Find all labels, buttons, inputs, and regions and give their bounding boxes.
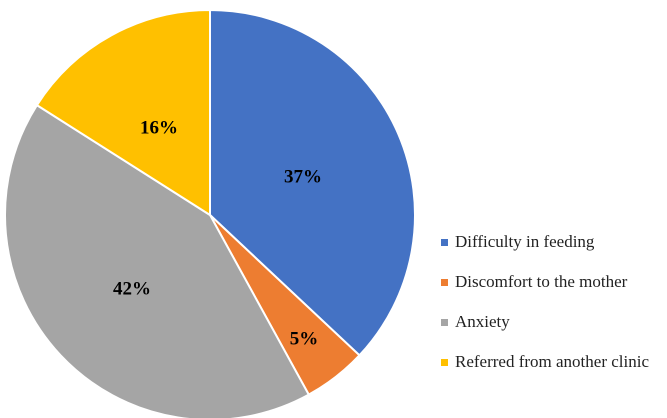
slice-data-label: 16%: [140, 117, 178, 138]
slice-data-label: 5%: [290, 328, 319, 349]
legend-label: Referred from another clinic: [455, 352, 649, 371]
chart-legend: Difficulty in feeding Discomfort to the …: [441, 232, 649, 392]
legend-swatch: [441, 278, 448, 286]
legend-label: Anxiety: [455, 312, 510, 331]
legend-item-referred-from-another-clinic: Referred from another clinic: [441, 352, 649, 372]
legend-item-discomfort-to-the-mother: Discomfort to the mother: [441, 272, 649, 292]
legend-label: Difficulty in feeding: [455, 232, 595, 251]
legend-swatch: [441, 318, 448, 326]
legend-item-difficulty-in-feeding: Difficulty in feeding: [441, 232, 649, 252]
legend-swatch: [441, 358, 448, 366]
pie-slice-difficulty-in-feeding: [209, 8, 416, 357]
slice-data-label: 37%: [284, 166, 322, 187]
legend-swatch: [441, 238, 448, 246]
pie-slice-referred-from-another-clinic: [35, 8, 211, 217]
legend-item-anxiety: Anxiety: [441, 312, 649, 332]
legend-label: Discomfort to the mother: [455, 272, 628, 291]
slice-data-label: 42%: [113, 278, 151, 299]
